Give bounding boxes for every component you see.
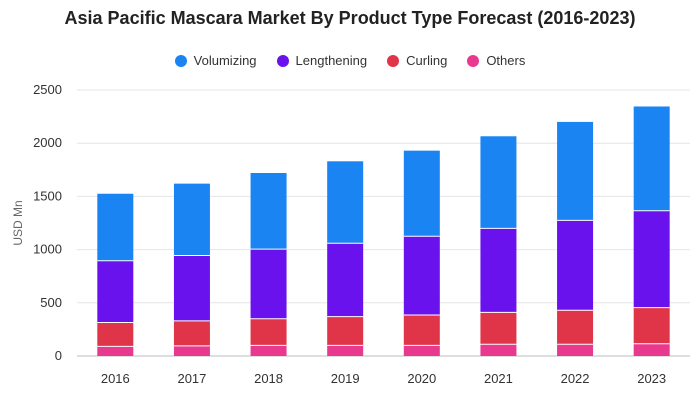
bar-segment-lengthening (633, 210, 670, 308)
legend-label: Curling (406, 53, 448, 68)
legend-label: Others (486, 53, 526, 68)
bar-segment-curling (173, 320, 210, 346)
bar-segment-others (480, 344, 517, 356)
bar-segment-volumizing (633, 106, 670, 211)
bar-segment-lengthening (327, 243, 364, 317)
bar-segment-curling (97, 322, 134, 347)
legend-swatch (467, 54, 480, 67)
legend-swatch (387, 54, 400, 67)
bar-segment-curling (480, 312, 517, 345)
legend-item-others[interactable]: Others (467, 53, 525, 68)
y-tick-label: 500 (40, 295, 62, 310)
legend-swatch (174, 54, 187, 67)
x-tick-label: 2020 (407, 371, 436, 386)
bar-segment-curling (557, 310, 594, 345)
bar-segment-lengthening (250, 249, 287, 319)
bar-segment-curling (403, 315, 440, 346)
bar-segment-curling (633, 307, 670, 344)
bar-segment-lengthening (403, 236, 440, 316)
bar-segment-volumizing (327, 161, 364, 244)
legend-swatch (276, 54, 289, 67)
y-tick-label: 2500 (33, 82, 62, 97)
x-tick-label: 2021 (484, 371, 513, 386)
bar-segment-curling (250, 318, 287, 346)
bar-segment-others (327, 345, 364, 356)
legend-label: Lengthening (295, 53, 368, 68)
y-tick-label: 1000 (33, 242, 62, 257)
x-tick-label: 2023 (637, 371, 666, 386)
x-tick-label: 2017 (177, 371, 206, 386)
legend-item-volumizing[interactable]: Volumizing (174, 53, 257, 68)
bar-segment-volumizing (250, 172, 287, 250)
bar-segment-volumizing (557, 121, 594, 221)
legend-item-curling[interactable]: Curling (387, 53, 447, 68)
bar-segment-volumizing (97, 193, 134, 261)
chart-title: Asia Pacific Mascara Market By Product T… (64, 8, 636, 28)
y-axis-title: USD Mn (11, 200, 25, 245)
bar-segment-lengthening (480, 228, 517, 313)
x-tick-label: 2016 (101, 371, 130, 386)
bar-segment-others (173, 345, 210, 356)
bar-segment-volumizing (480, 136, 517, 229)
bar-segment-others (250, 345, 287, 356)
bar-segment-lengthening (173, 255, 210, 321)
legend-label: Volumizing (193, 53, 257, 68)
bar-segment-curling (327, 316, 364, 346)
chart-legend: Volumizing Lengthening Curling Others (0, 53, 700, 68)
x-tick-label: 2018 (254, 371, 283, 386)
x-tick-label: 2022 (561, 371, 590, 386)
y-tick-label: 0 (55, 348, 62, 363)
bar-segment-lengthening (97, 260, 134, 323)
y-tick-label: 1500 (33, 188, 62, 203)
bar-segment-others (403, 345, 440, 356)
bar-segment-others (97, 346, 134, 356)
y-tick-label: 2000 (33, 135, 62, 150)
bar-segment-others (557, 344, 594, 356)
bar-segment-volumizing (403, 150, 440, 237)
x-tick-label: 2019 (331, 371, 360, 386)
bar-segment-others (633, 343, 670, 356)
bar-segment-volumizing (173, 183, 210, 256)
bar-segment-lengthening (557, 220, 594, 311)
legend-item-lengthening[interactable]: Lengthening (276, 53, 368, 68)
